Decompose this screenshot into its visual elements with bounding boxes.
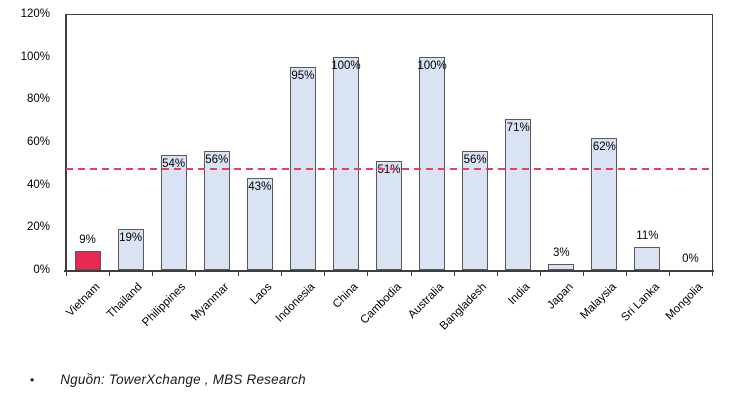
x-axis-label-myanmar: Myanmar	[188, 281, 232, 324]
x-axis-tick	[281, 272, 283, 276]
bar-value-label-thailand: 19%	[119, 232, 143, 245]
plot-area: 9% 19% 54% 56% 43% 95% 100% 51% 100% 56% 71% 3% 62% 1…	[66, 14, 712, 270]
y-axis-line	[65, 14, 67, 271]
source-line: • Nguồn: TowerXchange , MBS Research	[30, 372, 730, 387]
bar-value-label-india: 71%	[506, 121, 530, 134]
x-axis-label-malaysia: Malaysia	[578, 281, 619, 322]
x-axis-label-thailand: Thailand	[105, 281, 146, 321]
x-axis-tick	[496, 272, 498, 276]
bar-value-label-indonesia: 95%	[291, 70, 315, 83]
plot-border-top	[66, 14, 713, 15]
bar-malaysia	[591, 137, 618, 270]
bar-laos	[246, 178, 273, 270]
x-axis-tick	[324, 272, 326, 276]
source-text: Nguồn: TowerXchange , MBS Research	[60, 372, 306, 387]
bar-value-label-cambodia: 51%	[377, 164, 401, 177]
x-axis-tick	[625, 272, 627, 276]
bar-value-label-philippines: 54%	[162, 157, 186, 170]
x-axis-tick	[195, 272, 197, 276]
bar-value-label-laos: 43%	[248, 181, 272, 194]
bar-vietnam	[74, 250, 101, 270]
bar-thailand	[117, 229, 144, 270]
x-axis-label-philippines: Philippines	[140, 281, 189, 329]
x-axis-tick	[152, 272, 154, 276]
x-axis-label-sri-lanka: Sri Lanka	[619, 281, 662, 324]
bar-china	[332, 56, 359, 270]
x-axis-tick	[539, 272, 541, 276]
bar-philippines	[160, 154, 187, 270]
y-axis-tick-label: 100%	[20, 50, 50, 63]
bar-japan	[548, 263, 575, 270]
bar-value-label-malaysia: 62%	[592, 140, 616, 153]
plot-border-right	[712, 14, 713, 271]
x-axis-label-vietnam: Vietnam	[63, 281, 103, 320]
x-axis-label-cambodia: Cambodia	[357, 281, 404, 327]
y-axis-labels: 120% 100% 80% 60% 40% 20% 0%	[0, 8, 58, 276]
x-axis-label-indonesia: Indonesia	[273, 281, 318, 325]
bar-value-label-vietnam: 9%	[79, 233, 96, 246]
bar-value-label-australia: 100%	[417, 59, 447, 72]
y-axis-tick-label: 40%	[26, 178, 50, 191]
y-axis-tick-label: 120%	[20, 8, 50, 20]
x-axis-tick	[238, 272, 240, 276]
bar-bangladesh	[462, 150, 489, 270]
x-axis-labels: Vietnam Thailand Philippines Myanmar Laos Ind…	[63, 279, 712, 354]
bar-myanmar	[203, 150, 230, 270]
x-axis-tick	[109, 272, 111, 276]
bar-value-label-japan: 3%	[552, 246, 570, 259]
reference-line	[66, 167, 712, 170]
x-axis-tick	[453, 272, 455, 276]
x-axis-label-india: India	[506, 281, 533, 308]
x-axis-label-mongolia: Mongolia	[663, 281, 705, 323]
x-axis-tick	[66, 272, 67, 276]
bar-sri-lanka	[634, 246, 661, 270]
bar-cambodia	[376, 161, 402, 270]
x-axis-tick	[367, 272, 369, 276]
x-axis-ticks	[66, 272, 713, 277]
x-axis-label-china: China	[330, 281, 361, 311]
bar-australia	[419, 56, 446, 270]
x-axis-label-laos: Laos	[248, 281, 275, 308]
x-axis-label-japan: Japan	[545, 281, 576, 312]
x-axis-tick	[410, 272, 412, 276]
y-axis-tick-label: 0%	[33, 264, 50, 276]
x-axis-tick	[668, 272, 670, 276]
bar-value-label-china: 100%	[331, 59, 361, 72]
x-axis-line	[64, 270, 714, 272]
bar-value-label-sri-lanka: 11%	[636, 229, 659, 242]
bar-value-label-bangladesh: 56%	[463, 153, 487, 166]
y-axis-tick-label: 20%	[26, 221, 50, 234]
bar-value-label-myanmar: 56%	[205, 153, 229, 166]
y-axis-tick-label: 80%	[26, 93, 50, 106]
source-bullet: •	[30, 373, 35, 387]
y-axis-tick-label: 60%	[26, 136, 50, 148]
bar-value-label-mongolia: 0%	[682, 253, 699, 265]
x-axis-tick	[582, 272, 584, 276]
bar-india	[505, 118, 532, 270]
x-axis-label-australia: Australia	[406, 281, 447, 322]
x-axis-tick	[712, 272, 713, 276]
